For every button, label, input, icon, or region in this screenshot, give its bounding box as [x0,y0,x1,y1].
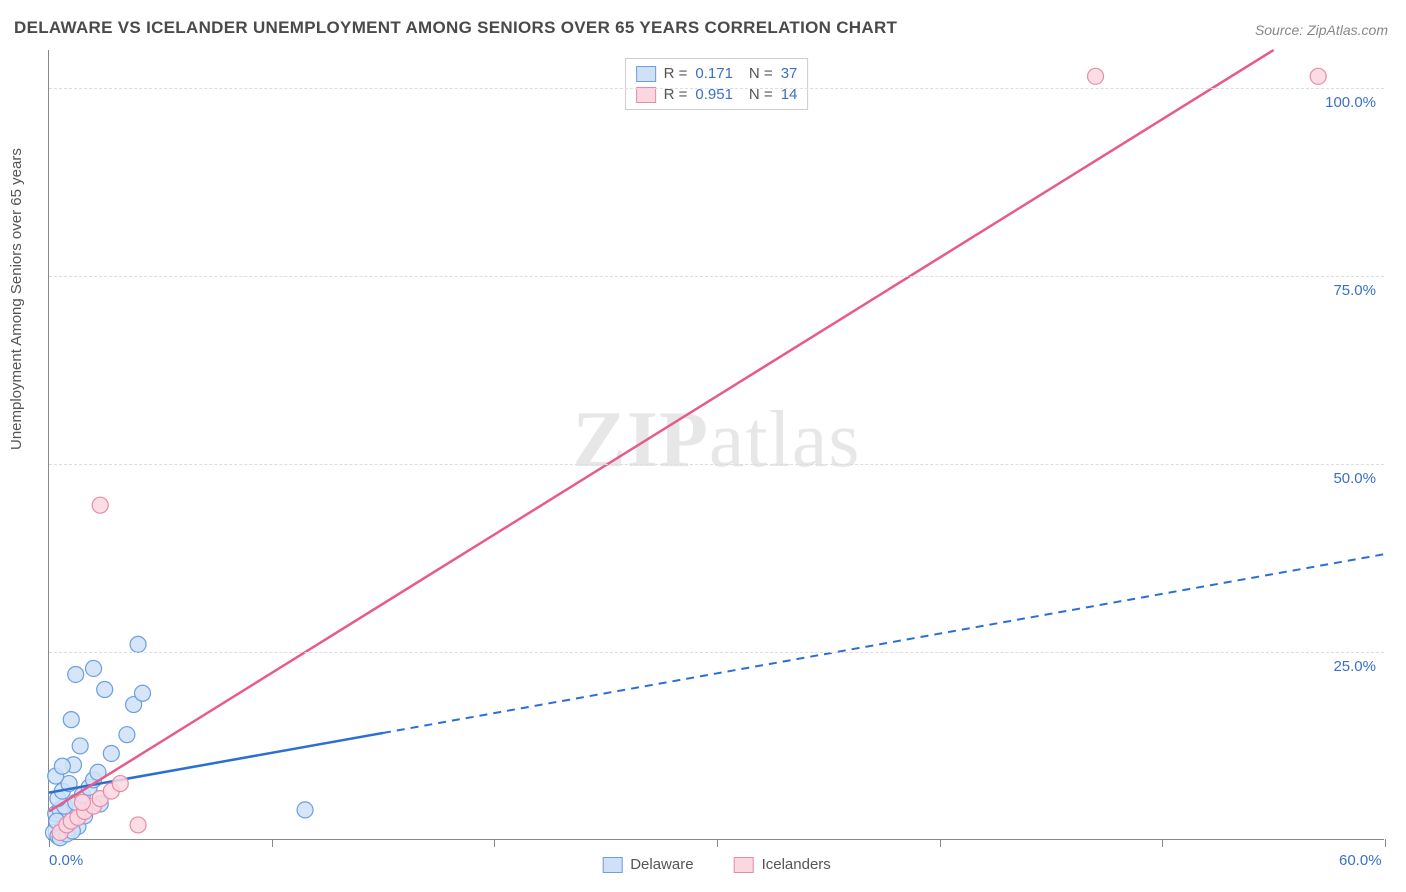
x-tick [940,839,941,847]
legend-n-label: N = [749,65,773,82]
legend-swatch [734,857,754,873]
y-axis-label: Unemployment Among Seniors over 65 years [8,148,25,450]
data-point [1310,68,1326,84]
chart-svg [49,50,1384,839]
gridline [49,464,1384,465]
gridline [49,276,1384,277]
y-tick-label: 100.0% [1325,94,1376,111]
x-tick [272,839,273,847]
trend-line-dashed [383,554,1385,733]
gridline [49,88,1384,89]
trend-line [49,50,1274,811]
data-point [297,802,313,818]
legend-series-item: Icelanders [734,856,831,873]
legend-stats-row: R = 0.171 N = 37 [636,63,798,84]
plot-area: ZIPatlas R =0.171N =37R =0.951N =14 Dela… [48,50,1384,840]
data-point [103,745,119,761]
data-point [130,817,146,833]
legend-series-label: Delaware [630,856,693,873]
legend-swatch [636,66,656,82]
source-label: Source: ZipAtlas.com [1255,22,1388,38]
data-point [74,794,90,810]
x-tick [1385,839,1386,847]
legend-r-value: 0.171 [695,65,733,82]
y-tick-label: 75.0% [1333,282,1376,299]
data-point [68,666,84,682]
trend-line-solid [49,733,383,793]
gridline [49,652,1384,653]
data-point [92,497,108,513]
data-point [1088,68,1104,84]
legend-series: Delaware Icelanders [602,856,831,873]
y-tick-label: 25.0% [1333,658,1376,675]
legend-n-value: 37 [781,65,798,82]
x-tick [717,839,718,847]
data-point [63,712,79,728]
x-tick-label: 0.0% [49,852,83,869]
data-point [54,758,70,774]
legend-swatch [602,857,622,873]
legend-series-item: Delaware [602,856,693,873]
data-point [86,660,102,676]
data-point [112,776,128,792]
data-point [135,685,151,701]
legend-series-label: Icelanders [762,856,831,873]
legend-stats: R =0.171N =37R =0.951N =14 [625,58,809,110]
data-point [72,738,88,754]
data-point [119,727,135,743]
x-tick [1162,839,1163,847]
x-tick-label: 60.0% [1339,852,1382,869]
y-tick-label: 50.0% [1333,470,1376,487]
data-point [130,636,146,652]
chart-title: DELAWARE VS ICELANDER UNEMPLOYMENT AMONG… [14,18,897,38]
legend-r-label: R = [664,65,688,82]
x-tick [494,839,495,847]
x-tick [49,839,50,847]
legend-swatch [636,87,656,103]
data-point [97,682,113,698]
